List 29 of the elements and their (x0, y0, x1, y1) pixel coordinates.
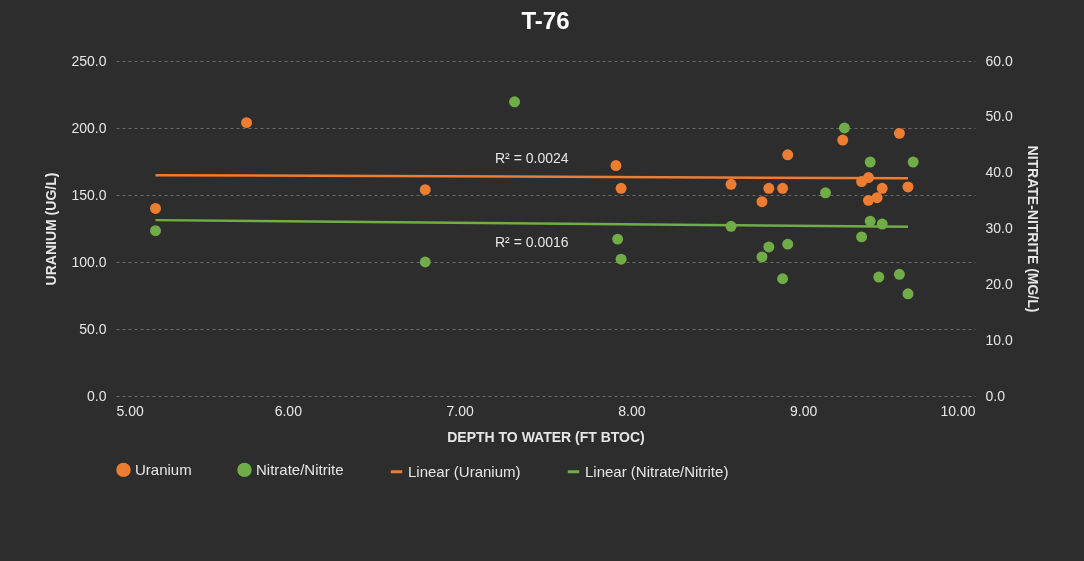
legend-label: Linear (Uranium) (408, 462, 521, 480)
x-axis-title: DEPTH TO WATER (FT BTOC) (447, 428, 645, 445)
legend-label: Linear (Nitrate/Nitrite) (585, 462, 729, 480)
y-tick-label: 100.0 (71, 253, 107, 270)
x-tick-label: 6.00 (274, 402, 303, 419)
y2-tick-label: 20.0 (985, 275, 1013, 292)
y-tick-label: 200.0 (71, 119, 107, 136)
y-tick-label: 150.0 (71, 186, 107, 203)
x-tick-label: 9.00 (790, 402, 818, 419)
legend-label: Nitrate/Nitrite (256, 460, 344, 478)
x-tick-label: 5.00 (116, 402, 144, 419)
x-tick-label: 7.00 (446, 402, 474, 419)
y2-tick-label: 30.0 (985, 220, 1013, 236)
y-tick-label: 0.0 (87, 387, 107, 404)
y-tick-label: 250.0 (71, 52, 107, 69)
y-tick-label: 50.0 (79, 320, 107, 337)
y2-tick-label: 10.0 (985, 331, 1013, 348)
y2-tick-label: 0.0 (985, 387, 1006, 404)
x-tick-label: 10.00 (940, 402, 976, 419)
x-tick-label: 8.00 (618, 402, 646, 419)
legend-label: Uranium (135, 460, 192, 478)
annotation: R² = 0.0016 (494, 234, 569, 251)
y2-tick-label: 40.0 (985, 164, 1013, 181)
annotation: R² = 0.0024 (494, 149, 569, 166)
y2-tick-label: 50.0 (985, 108, 1013, 125)
y2-tick-label: 60.0 (985, 52, 1013, 69)
y-axis-title: URANIUM (UG/L) (43, 172, 60, 286)
y2-axis-title: NITRATE-NITRITE (MG/L) (1024, 145, 1041, 313)
chart-title: T-76 (521, 7, 570, 34)
